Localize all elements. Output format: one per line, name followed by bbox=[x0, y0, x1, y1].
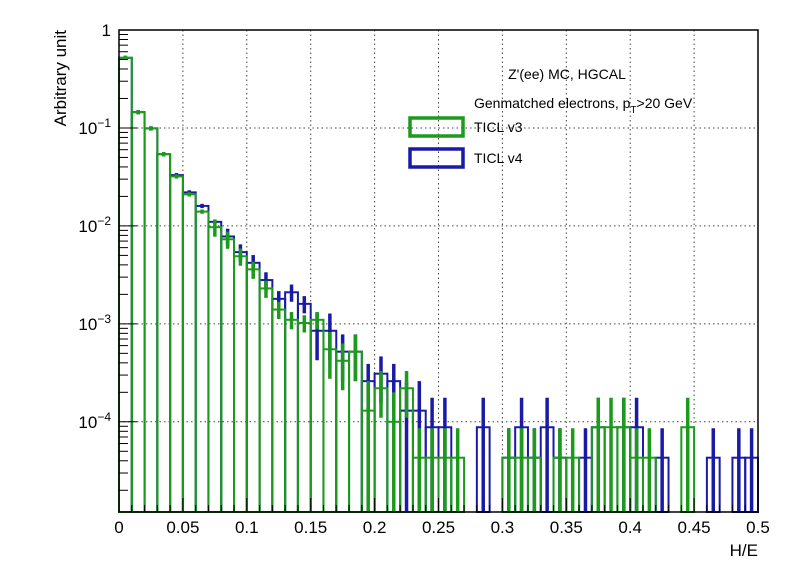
annotation-selection: Genmatched electrons, pT>20 GeV bbox=[474, 95, 693, 116]
annotation-layer: Z'(ee) MC, HGCAL Genmatched electrons, pT… bbox=[474, 66, 693, 116]
histogram-bin bbox=[130, 111, 146, 514]
y-tick-label: 10−3 bbox=[78, 312, 111, 334]
histogram-bin bbox=[220, 238, 236, 513]
x-tick-label: 0.35 bbox=[550, 518, 583, 537]
legend-entry: TICL v4 bbox=[408, 147, 523, 169]
annotation-dataset: Z'(ee) MC, HGCAL bbox=[508, 66, 626, 82]
x-axis-title: H/E bbox=[730, 541, 758, 560]
x-tick-label: 0.5 bbox=[746, 518, 770, 537]
y-tick-label: 10−1 bbox=[78, 116, 111, 138]
histogram-bin bbox=[245, 261, 261, 513]
histogram-bin bbox=[296, 302, 312, 513]
histogram-bin bbox=[181, 191, 197, 513]
histogram-bin bbox=[194, 210, 210, 513]
histogram-bin bbox=[143, 127, 159, 513]
histogram-bin bbox=[194, 204, 210, 513]
legend-swatch bbox=[408, 147, 465, 169]
y-axis-title: Arbitrary unit bbox=[51, 30, 70, 127]
histogram-bin bbox=[271, 297, 287, 514]
histogram-bin bbox=[207, 220, 223, 513]
histogram-bin bbox=[258, 287, 274, 513]
x-tick-label: 0 bbox=[114, 518, 123, 537]
histogram-bin bbox=[181, 193, 197, 513]
histogram-bin bbox=[156, 153, 172, 514]
legend-entry: TICL v3 bbox=[408, 116, 523, 138]
legend-layer: TICL v3 TICL v4 bbox=[408, 116, 523, 169]
histogram-bin bbox=[284, 318, 299, 513]
histogram-bin bbox=[207, 226, 223, 513]
series-ticl-v4 bbox=[118, 55, 759, 514]
x-tick-label: 0.05 bbox=[166, 518, 199, 537]
histogram-bin bbox=[156, 153, 172, 514]
histogram-bin bbox=[233, 255, 248, 513]
histogram-bin bbox=[220, 235, 236, 513]
histogram-bin bbox=[143, 127, 159, 513]
axes-layer: 0 0.05 0.1 0.15 0.2 0.25 0.3 0.35 0.4 0.45 0.5 10−4… bbox=[51, 21, 770, 560]
histogram-bin bbox=[130, 111, 146, 514]
x-tick-label: 0.45 bbox=[678, 518, 711, 537]
x-tick-label: 0.1 bbox=[235, 518, 259, 537]
series-layer bbox=[118, 55, 759, 514]
histogram-bin bbox=[271, 308, 287, 513]
legend-swatch bbox=[408, 116, 465, 138]
y-tick-label: 1 bbox=[102, 21, 111, 40]
x-tick-label: 0.15 bbox=[294, 518, 327, 537]
histogram-bin bbox=[169, 175, 184, 513]
x-tick-label: 0.3 bbox=[491, 518, 515, 537]
histogram-bin bbox=[296, 322, 312, 513]
x-tick-label: 0.2 bbox=[363, 518, 387, 537]
x-tick-label: 0.25 bbox=[422, 518, 455, 537]
histogram-bin bbox=[169, 174, 184, 513]
x-tick-label: 0.4 bbox=[618, 518, 642, 537]
histogram-bin bbox=[233, 251, 248, 513]
histogram-bin bbox=[258, 279, 274, 514]
y-tick-label: 10−2 bbox=[78, 214, 111, 236]
legend-label: TICL v3 bbox=[474, 119, 523, 135]
legend-label: TICL v4 bbox=[474, 150, 523, 166]
histogram-bin bbox=[245, 268, 261, 513]
y-tick-label: 10−4 bbox=[78, 410, 111, 432]
